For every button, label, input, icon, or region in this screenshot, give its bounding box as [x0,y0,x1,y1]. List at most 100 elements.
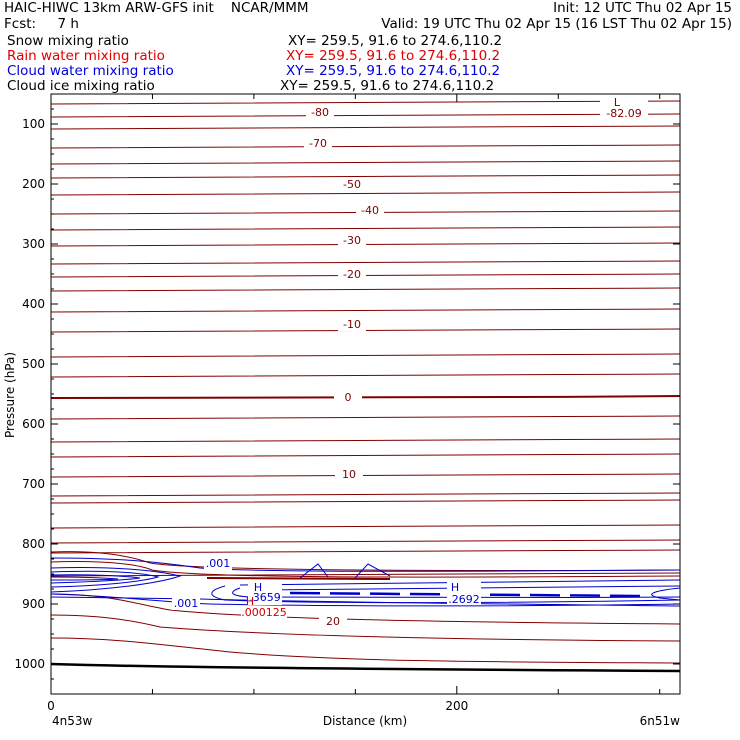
cloud-water-contour [50,576,119,581]
isotherm-line [50,561,681,578]
cloud-water-label: .001 [174,597,199,610]
isotherm-line [50,637,681,664]
rain-high-letter: H [246,595,254,608]
isotherm-label-bg [306,106,334,119]
isotherm-line [50,191,681,196]
field-rain-name: Rain water mixing ratio [7,48,165,64]
isotherm-label-bg [338,318,366,331]
isotherm-line [50,614,681,642]
cloud-water-label-bg [204,557,232,570]
isotherm-label-bg [335,468,363,481]
field-rain-xy: XY= 259.5, 91.6 to 274.6,110.2 [286,48,501,64]
cloud-water-contour [211,585,681,604]
cloud-water-contour [651,587,681,601]
isotherm-line [50,549,681,554]
field-snow-xy: XY= 259.5, 91.6 to 274.6,110.2 [288,33,503,49]
isotherm-lines [50,100,681,664]
x-tick-label: 200 [445,699,468,713]
terrain-line [50,662,681,673]
header-valid: Valid: 19 UTC Thu 02 Apr 15 (16 LST Thu … [381,16,732,32]
y-tick-label: 900 [22,597,45,611]
isotherm-line [50,125,681,130]
cloud-water-high-value: .3659 [249,591,281,604]
isotherm-label-bg [338,178,366,191]
low-marker-bg [600,94,648,120]
cloud-water-contour [50,570,160,588]
isotherm-line [50,287,681,292]
isotherm-label-bg [304,137,332,150]
cloud-water-contour [299,563,391,579]
isotherm-label: -80 [311,106,329,119]
rain-high-value: .000125 [241,606,287,619]
isotherm-label: -20 [343,268,361,281]
cloud-water-contour [50,574,141,584]
isotherm-line [50,492,681,497]
cloud-water-high-letter: H [451,581,459,594]
y-axis: 1002003004005006007008009001000Pressure … [3,93,680,695]
isotherm-line [50,539,681,544]
isotherm-label: -30 [343,234,361,247]
rain-high-bg [241,606,287,618]
isotherm-label: -70 [309,137,327,150]
cloud-water-contour [232,587,681,599]
header-init: Init: 12 UTC Thu 02 Apr 15 [553,0,732,16]
cloud-water-contour [50,566,182,593]
x-axis-label: Distance (km) [323,714,407,728]
low-marker-letter: L [614,96,621,109]
isotherm-line [50,226,681,231]
isotherm-line [50,499,681,504]
isotherm-label: -40 [361,204,379,217]
y-tick-label: 500 [22,357,45,371]
isotherm-line [50,174,681,179]
field-cloudwater-xy: XY= 259.5, 91.6 to 274.6,110.2 [286,63,501,79]
isotherm-line [50,273,681,278]
isotherm-line [50,524,681,529]
isotherm-line [50,328,681,333]
isotherm-label-bg [338,234,366,247]
cloud-water-high-bg [447,581,481,605]
y-axis-label: Pressure (hPa) [3,352,17,438]
isotherm-zero-line [50,395,681,400]
isotherm-line [50,593,681,625]
field-cloudwater-name: Cloud water mixing ratio [7,63,174,79]
y-tick-label: 800 [22,537,45,551]
isotherm-line [50,308,681,313]
isotherm-label-bg [356,204,384,217]
cloud-water-high-value: .2692 [448,593,480,606]
x-tick-label: 0 [47,699,55,713]
cloud-water-contours [50,557,681,607]
isotherm-line [50,100,681,105]
isotherm-line [50,210,681,215]
terrain-line [50,662,681,673]
y-tick-label: 300 [22,237,45,251]
y-tick-label: 1000 [14,657,45,671]
cloud-water-label-bg [172,597,200,610]
isotherm-line [50,353,681,358]
y-tick-label: 400 [22,297,45,311]
cloud-water-label: .001 [206,557,231,570]
y-tick-label: 200 [22,177,45,191]
isotherm-label-bg [319,615,347,628]
cloud-water-contour [50,557,681,572]
isotherm-line [50,113,681,118]
header-forecast: Fcst: 7 h [4,16,79,32]
isotherm-line [50,160,681,165]
y-tick-label: 100 [22,117,45,131]
isotherm-line [50,438,681,443]
isotherm-line [50,144,681,149]
corner-left-label: 4n53w [52,714,93,728]
isotherm-label: 0 [345,391,352,404]
isotherm-line [50,260,681,265]
field-cloudice-name: Cloud ice mixing ratio [7,78,155,94]
isotherm-line [50,373,681,378]
cloud-water-contour [259,585,681,591]
isotherm-line [50,453,681,458]
low-marker-value: -82.09 [606,107,641,120]
isotherm-line [206,577,391,580]
isotherm-line [50,473,681,478]
isotherm-label: 10 [342,468,356,481]
y-tick-label: 700 [22,477,45,491]
isotherm-line [50,242,681,247]
